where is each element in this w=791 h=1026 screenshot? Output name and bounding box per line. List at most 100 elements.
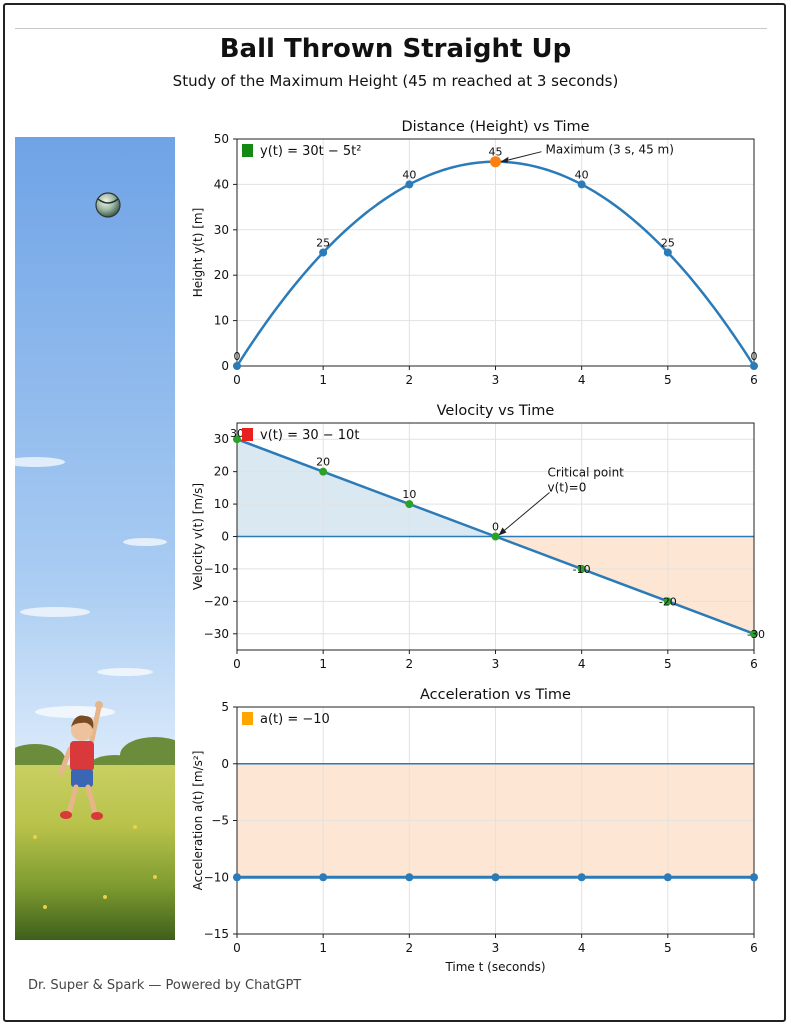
data-label: 0: [234, 350, 241, 363]
meadow: [15, 765, 175, 940]
annotation-arrowhead: [498, 527, 507, 536]
y-tick-label: −10: [204, 870, 229, 884]
data-label: 40: [402, 168, 416, 181]
y-tick-label: 30: [214, 223, 229, 237]
legend-label: a(t) = −10: [260, 712, 330, 727]
annotation-arrow: [501, 151, 542, 163]
data-point: [491, 873, 500, 882]
y-tick-label: −20: [204, 594, 229, 608]
y-tick-label: 10: [214, 497, 229, 511]
data-point: [233, 435, 241, 444]
y-tick-label: 0: [221, 757, 229, 771]
ball-icon: [95, 192, 121, 218]
y-axis-label: Acceleration a(t) [m/s²]: [191, 751, 205, 891]
data-label: -20: [659, 595, 677, 608]
y-tick-label: 50: [214, 132, 229, 146]
x-tick-label: 3: [492, 657, 500, 671]
data-point: [577, 873, 586, 882]
data-label: 0: [751, 350, 758, 363]
legend-swatch: [242, 428, 253, 441]
annotation-arrowhead: [500, 156, 509, 163]
x-tick-label: 0: [233, 941, 241, 955]
y-tick-label: 30: [214, 432, 229, 446]
y-axis-label: Velocity v(t) [m/s]: [191, 483, 205, 590]
velocity-chart: 0 1 2 3 4 5 6 −30 −20 −10 0 10 20 30 Velocity vs Time V…: [191, 403, 765, 671]
x-tick-label: 6: [750, 941, 758, 955]
legend-label: v(t) = 30 − 10t: [260, 428, 359, 443]
x-tick-label: 2: [406, 941, 414, 955]
data-label: 10: [402, 488, 416, 501]
data-label: 40: [575, 168, 589, 181]
meadow-flowers: [33, 825, 157, 909]
acceleration-chart: 0 1 2 3 4 5 6 −15 −10 −5 0 5 Acceleration vs Time Acc…: [191, 687, 758, 974]
x-tick-label: 4: [578, 657, 586, 671]
chart-title: Acceleration vs Time: [420, 687, 571, 703]
data-point: [490, 156, 501, 168]
data-label: 20: [316, 456, 330, 469]
data-point: [405, 180, 414, 189]
y-tick-label: 10: [214, 314, 229, 328]
x-tick-label: 3: [492, 373, 500, 387]
x-tick-label: 2: [406, 657, 414, 671]
data-point: [405, 873, 414, 882]
data-label: 45: [489, 146, 503, 159]
legend-swatch: [242, 144, 253, 157]
data-label: 25: [316, 237, 330, 250]
x-tick-label: 0: [233, 657, 241, 671]
annotation-text: v(t)=0: [548, 481, 587, 495]
data-point: [663, 248, 672, 257]
annotation-text: Critical point: [548, 466, 625, 480]
y-tick-label: −5: [211, 814, 229, 828]
x-tick-label: 4: [578, 373, 586, 387]
x-tick-label: 6: [750, 373, 758, 387]
data-label: 25: [661, 237, 675, 250]
x-tick-label: 1: [319, 657, 327, 671]
y-axis-label: Height y(t) [m]: [191, 208, 205, 298]
y-tick-label: 20: [214, 268, 229, 282]
y-tick-label: −10: [204, 562, 229, 576]
data-point: [319, 873, 328, 882]
scene-illustration: [15, 137, 175, 940]
footer-credit: Dr. Super & Spark — Powered by ChatGPT: [28, 978, 302, 993]
y-tick-label: 40: [214, 177, 229, 191]
x-tick-label: 5: [664, 941, 672, 955]
data-point: [663, 873, 672, 882]
data-point: [577, 180, 586, 189]
data-point: [577, 564, 586, 573]
data-point: [319, 248, 328, 257]
x-tick-label: 0: [233, 373, 241, 387]
boy-icon: [58, 701, 103, 820]
page-subtitle: Study of the Maximum Height (45 m reache…: [172, 72, 619, 90]
clouds: [15, 457, 167, 718]
y-tick-label: −30: [204, 627, 229, 641]
data-point: [319, 467, 328, 476]
data-label: 30: [230, 427, 244, 440]
x-tick-label: 3: [492, 941, 500, 955]
x-tick-label: 2: [406, 373, 414, 387]
data-point: [663, 597, 672, 606]
data-point: [750, 873, 758, 882]
x-tick-label: 1: [319, 373, 327, 387]
data-point: [750, 629, 758, 638]
chart-title: Velocity vs Time: [437, 403, 555, 419]
legend-label: y(t) = 30t − 5t²: [260, 144, 361, 159]
x-tick-label: 5: [664, 373, 672, 387]
x-tick-label: 1: [319, 941, 327, 955]
data-point: [233, 873, 241, 882]
y-tick-label: 0: [221, 530, 229, 544]
x-axis-label: Time t (seconds): [444, 960, 545, 974]
annotation-text: Maximum (3 s, 45 m): [546, 143, 674, 157]
y-tick-label: 0: [221, 359, 229, 373]
y-tick-label: 5: [221, 700, 229, 714]
illustration-panel: [15, 137, 175, 940]
x-tick-label: 4: [578, 941, 586, 955]
x-tick-label: 5: [664, 657, 672, 671]
data-label: 0: [492, 521, 499, 534]
legend-swatch: [242, 712, 253, 725]
data-label: -10: [573, 563, 591, 576]
data-point: [750, 362, 758, 370]
data-point: [491, 532, 500, 541]
y-tick-label: −15: [204, 927, 229, 941]
